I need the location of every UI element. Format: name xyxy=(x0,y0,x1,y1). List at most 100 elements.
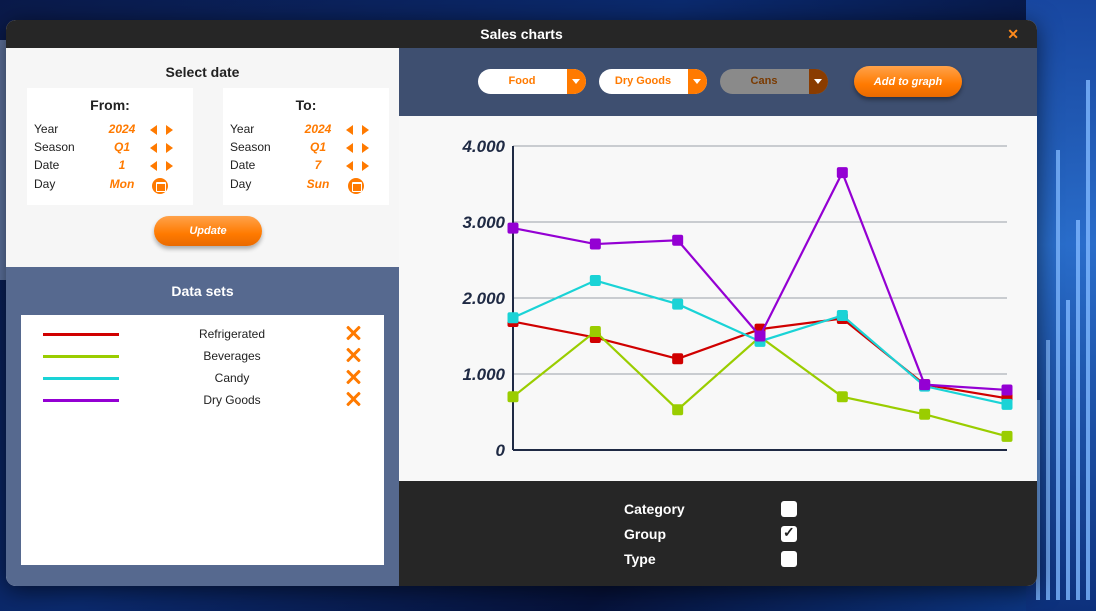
from-calendar-icon[interactable] xyxy=(152,178,168,194)
data-point xyxy=(589,275,601,287)
category-filter-row: Category xyxy=(624,499,824,519)
group-filter-label: Group xyxy=(624,526,666,542)
to-season-prev-icon[interactable] xyxy=(346,143,353,153)
to-year-value: 2024 xyxy=(304,122,332,136)
group-dropdown-value: Dry Goods xyxy=(614,75,672,87)
data-set-name: Refrigerated xyxy=(198,327,266,341)
to-calendar-icon[interactable] xyxy=(348,178,364,194)
data-set-color-line xyxy=(43,333,119,336)
from-season-next-icon[interactable] xyxy=(166,143,173,153)
to-date-next-icon[interactable] xyxy=(362,161,369,171)
desktop-icons-strip xyxy=(0,40,8,280)
data-point xyxy=(919,379,931,391)
chevron-down-icon[interactable] xyxy=(809,69,828,94)
add-to-graph-button[interactable]: Add to graph xyxy=(854,66,962,97)
desktop-decoration xyxy=(1026,40,1096,600)
chevron-down-icon[interactable] xyxy=(567,69,586,94)
from-day-row: Day Mon xyxy=(34,176,189,194)
year-label: Year xyxy=(34,122,59,136)
data-point xyxy=(672,404,684,416)
series-line-dry-goods xyxy=(512,169,1008,392)
data-set-row: Candy xyxy=(21,367,384,389)
type-dropdown[interactable]: Cans xyxy=(720,69,828,94)
y-tick-label: 2.000 xyxy=(461,289,505,308)
y-tick-label: 3.000 xyxy=(462,213,505,232)
data-sets-heading: Data sets xyxy=(171,283,234,299)
title-bar: Sales charts ✕ xyxy=(6,20,1037,48)
date-label: Date xyxy=(34,158,60,172)
to-season-value: Q1 xyxy=(309,140,326,154)
data-sets-list: Refrigerated Beverages Candy Dry Goods xyxy=(21,315,384,565)
from-year-next-icon[interactable] xyxy=(166,125,173,135)
sales-charts-window: Sales charts ✕ Select date From: Year 20… xyxy=(6,20,1037,586)
right-column: Food Dry Goods Cans Add to graph 0 1.000 2… xyxy=(399,48,1037,586)
remove-data-set-icon[interactable] xyxy=(345,368,363,386)
sales-chart: 0 1.000 2.000 3.000 4.000 xyxy=(399,116,1037,481)
to-year-next-icon[interactable] xyxy=(362,125,369,135)
from-season-prev-icon[interactable] xyxy=(150,143,157,153)
category-dropdown[interactable]: Food xyxy=(478,69,586,94)
close-icon[interactable]: ✕ xyxy=(1007,26,1019,42)
to-date-row: Date 7 xyxy=(230,157,385,175)
to-year-row: Year 2024 xyxy=(230,121,385,139)
day-label: Day xyxy=(34,177,56,191)
data-point xyxy=(507,391,519,403)
group-dropdown[interactable]: Dry Goods xyxy=(599,69,707,94)
from-range: From: Year 2024 Season Q1 Date 1 xyxy=(27,88,193,205)
to-season-next-icon[interactable] xyxy=(362,143,369,153)
category-checkbox[interactable] xyxy=(781,501,797,517)
to-day-row: Day Sun xyxy=(230,176,385,194)
remove-data-set-icon[interactable] xyxy=(345,324,363,342)
data-set-name: Candy xyxy=(214,371,250,385)
data-point xyxy=(672,298,684,310)
data-point xyxy=(672,234,684,246)
data-set-color-line xyxy=(43,399,119,402)
window-title: Sales charts xyxy=(480,26,563,42)
to-date-prev-icon[interactable] xyxy=(346,161,353,171)
type-checkbox[interactable] xyxy=(781,551,797,567)
season-label: Season xyxy=(230,140,271,154)
data-point xyxy=(507,222,519,234)
data-set-color-line xyxy=(43,377,119,380)
type-dropdown-value: Cans xyxy=(750,75,778,87)
filter-panel: Category Group Type xyxy=(399,481,1037,586)
category-filter-label: Category xyxy=(624,501,685,517)
update-button[interactable]: Update xyxy=(154,216,262,246)
to-year-prev-icon[interactable] xyxy=(346,125,353,135)
group-filter-row: Group xyxy=(624,524,824,544)
chevron-down-icon[interactable] xyxy=(688,69,707,94)
left-column: Select date From: Year 2024 Season Q1 Da… xyxy=(6,48,399,586)
to-season-row: Season Q1 xyxy=(230,139,385,157)
chart-toolbar: Food Dry Goods Cans Add to graph xyxy=(399,48,1037,116)
from-season-value: Q1 xyxy=(113,140,130,154)
data-point xyxy=(754,330,766,342)
year-label: Year xyxy=(230,122,255,136)
data-point xyxy=(589,238,601,250)
date-label: Date xyxy=(230,158,256,172)
data-point xyxy=(1001,398,1013,410)
season-label: Season xyxy=(34,140,75,154)
from-date-prev-icon[interactable] xyxy=(150,161,157,171)
data-set-row: Refrigerated xyxy=(21,323,384,345)
group-checkbox[interactable] xyxy=(781,524,797,542)
to-range: To: Year 2024 Season Q1 Date 7 xyxy=(223,88,389,205)
from-date-next-icon[interactable] xyxy=(166,161,173,171)
data-point xyxy=(836,391,848,403)
from-year-prev-icon[interactable] xyxy=(150,125,157,135)
series-line-beverages xyxy=(512,329,1008,438)
remove-data-set-icon[interactable] xyxy=(345,346,363,364)
from-year-value: 2024 xyxy=(108,122,136,136)
data-point xyxy=(589,325,601,337)
sales-line-chart: 0 1.000 2.000 3.000 4.000 xyxy=(461,137,1013,460)
data-point xyxy=(836,309,848,321)
data-point xyxy=(1001,430,1013,442)
remove-data-set-icon[interactable] xyxy=(345,390,363,408)
select-date-heading: Select date xyxy=(165,64,240,80)
to-title: To: xyxy=(295,97,317,113)
y-tick-label: 1.000 xyxy=(462,365,505,384)
data-point xyxy=(919,408,931,420)
from-date-value: 1 xyxy=(118,158,126,172)
select-date-panel: Select date From: Year 2024 Season Q1 Da… xyxy=(6,48,399,267)
data-sets-panel: Data sets Refrigerated Beverages Candy Dry … xyxy=(6,267,399,586)
type-filter-row: Type xyxy=(624,549,824,569)
